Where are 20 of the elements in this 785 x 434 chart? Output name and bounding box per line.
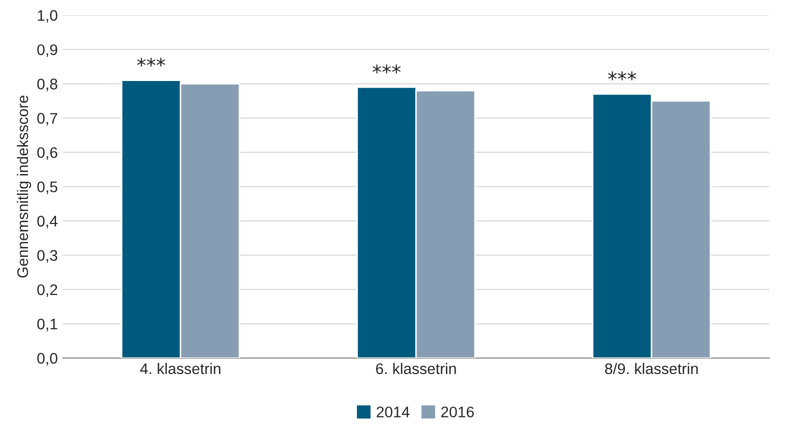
y-tick-label: 0,2: [37, 284, 58, 297]
annotation: ***: [372, 64, 401, 74]
y-tick-label: 0,4: [37, 216, 58, 228]
y-tick-label: 0,0: [37, 352, 58, 366]
x-tick-label: 4. klassetrin: [140, 362, 220, 374]
legend-label: 2016: [441, 406, 474, 418]
y-tick-label: 0,5: [37, 181, 58, 194]
x-tick-label: 8/9. klassetrin: [605, 362, 698, 374]
y-tick-label: 0,1: [37, 318, 58, 332]
y-tick-label: 0,8: [37, 78, 58, 92]
x-tick-label: 6. klassetrin: [376, 362, 456, 374]
annotation: ***: [608, 71, 636, 80]
y-tick-label: 0,3: [37, 250, 58, 263]
y-tick-label: 0,6: [37, 147, 58, 160]
legend-label: 2014: [376, 406, 410, 418]
y-tick-label: 0,9: [37, 44, 58, 57]
y-tick-label: 1,0: [38, 10, 58, 23]
y-tick-label: 0,7: [37, 112, 58, 126]
y-axis-title: Gennemsnitlig indeksscore: [16, 96, 32, 278]
annotation: ***: [137, 58, 166, 67]
